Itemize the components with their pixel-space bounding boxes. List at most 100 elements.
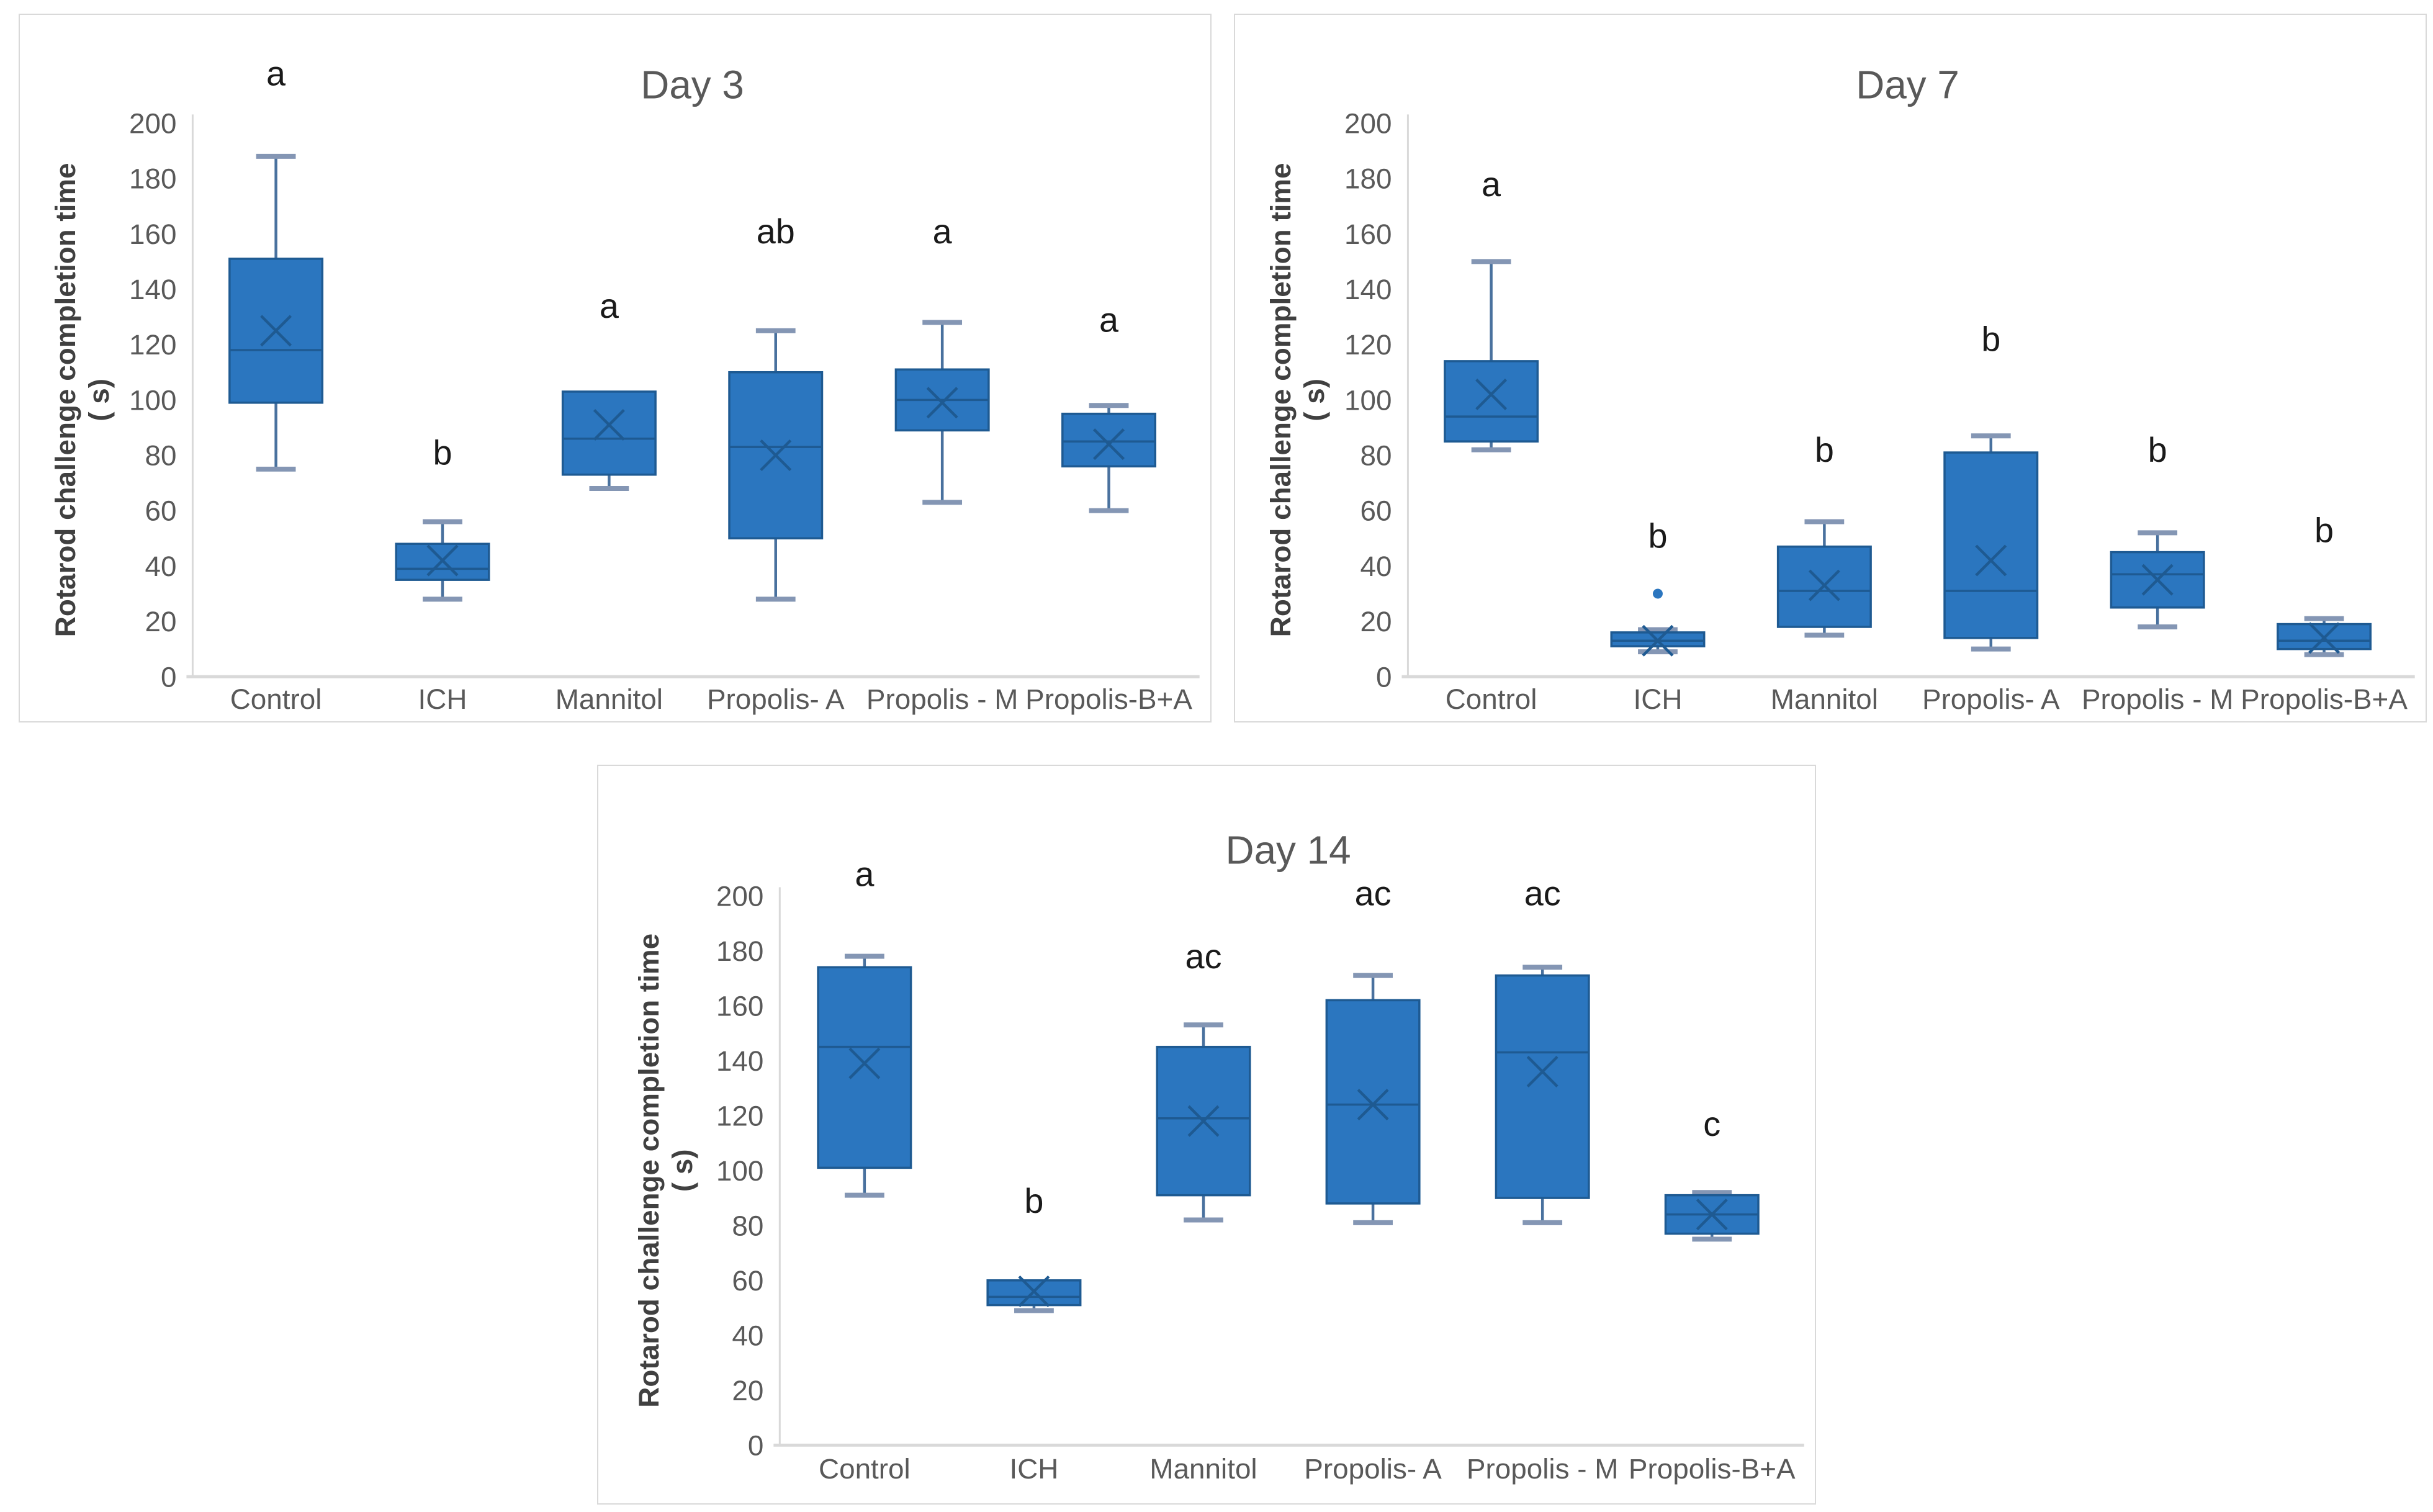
y-tick-label-80: 80 [145,440,176,472]
y-axis-title-line2: ( s) [667,1149,698,1192]
y-tick-label-60: 60 [145,495,176,527]
box-mannitol: b [1776,430,1872,638]
y-tick-label-120: 120 [1344,329,1392,361]
y-axis-title: Rotarod challenge completion time( s) [50,163,115,637]
mean-x-marker [1808,569,1840,601]
mean-x-marker [1187,1105,1220,1137]
box-control: a [228,54,324,472]
mean-x-marker [1975,544,2007,577]
significance-letter: a [855,854,875,893]
y-tick-label-140: 140 [1344,274,1392,305]
significance-letter: ab [757,212,795,251]
mean-x-marker [1475,378,1508,410]
chart-title: Day 7 [1856,63,1959,107]
y-tick-label-120: 120 [716,1100,763,1132]
mean-x-marker [426,544,459,577]
category-label-control: Control [1446,683,1537,715]
significance-letter: b [2314,510,2334,549]
y-tick-label-200: 200 [1344,107,1392,139]
category-label-ich: ICH [1009,1453,1058,1485]
y-tick-label-20: 20 [145,606,176,637]
box-propolis-m: b [2110,430,2205,629]
category-label-mannitol: Mannitol [555,683,663,715]
y-tick-label-40: 40 [145,551,176,582]
y-tick-label-180: 180 [129,163,176,195]
axes [1401,114,2415,678]
category-label-control: Control [230,683,322,715]
y-tick-label-40: 40 [732,1320,763,1351]
box-mannitol: ac [1156,937,1251,1223]
mean-x-marker [1696,1199,1728,1231]
y-tick-label-100: 100 [716,1155,763,1187]
significance-letter: a [933,212,953,251]
axes [186,114,1200,678]
y-axis-title-line2: ( s) [83,379,115,421]
significance-letter: a [266,54,286,93]
significance-letter: c [1703,1104,1720,1143]
mean-x-marker [593,408,625,441]
y-tick-label-160: 160 [129,218,176,250]
category-label-propolis-m: Propolis - M [1467,1453,1618,1485]
box-propolis-a: ab [728,212,824,602]
day14-chart-panel: Day 14 0 20 40 60 80 100 120 140 160 180 200 Rotarod… [597,765,1816,1505]
mean-x-marker [848,1047,881,1079]
y-tick-label-100: 100 [129,384,176,416]
box-mannitol: a [561,286,657,492]
y-tick-label-140: 140 [129,274,176,305]
category-label-propolis-a: Propolis- A [707,683,845,715]
mean-x-marker [2141,564,2174,596]
box-control: a [817,854,912,1198]
y-tick-label-200: 200 [716,880,763,912]
y-tick-labels: 0 20 40 60 80 100 120 140 160 180 200 [129,107,176,693]
iqr-box [1495,974,1590,1199]
y-tick-label-200: 200 [129,107,176,139]
box-ich: b [986,1181,1082,1313]
significance-letter: b [1981,320,2000,359]
box-propolis-b-a: c [1664,1104,1760,1242]
box-propolis-b-a: a [1061,300,1157,513]
y-tick-label-60: 60 [1360,495,1392,527]
day-14-chart: Day 14 0 20 40 60 80 100 120 140 160 180 200 Rotarod… [633,827,1804,1485]
iqr-box [1444,360,1539,443]
iqr-box [561,390,657,476]
category-label-propolis-b-a: Propolis-B+A [2241,683,2408,715]
category-label-propolis-b-a: Propolis-B+A [1025,683,1192,715]
significance-letter: b [1648,516,1667,555]
chart-title: Day 14 [1226,827,1351,872]
significance-letter: b [2148,430,2167,469]
y-axis-title-line1: Rotarod challenge completion time [1265,163,1297,637]
mean-x-marker [1642,624,1674,657]
box-ich: b [395,433,490,602]
y-axis-title-line2: ( s) [1298,379,1330,421]
day7-chart-panel: Day 7 0 20 40 60 80 100 120 140 160 180 200 Rotarod … [1234,14,2427,722]
category-label-propolis-a: Propolis- A [1304,1453,1442,1485]
mean-x-marker [1357,1089,1389,1121]
y-axis-title-line1: Rotarod challenge completion time [50,163,81,637]
box-propolis-m: a [894,212,990,505]
iqr-box [1325,999,1421,1205]
y-axis-title: Rotarod challenge completion time( s) [633,934,698,1408]
y-tick-label-80: 80 [1360,440,1392,472]
category-label-control: Control [819,1453,911,1485]
chart-title: Day 3 [641,63,744,107]
y-tick-label-40: 40 [1360,551,1392,582]
box-control: a [1444,164,1539,452]
significance-letter: b [1815,430,1834,469]
y-tick-labels: 0 20 40 60 80 100 120 140 160 180 200 [716,880,763,1461]
significance-letter: ac [1185,937,1222,976]
mean-x-marker [760,439,792,472]
category-label-ich: ICH [418,683,467,715]
y-tick-label-140: 140 [716,1045,763,1077]
significance-letter: ac [1524,873,1561,912]
significance-letter: b [1024,1181,1043,1220]
significance-letter: a [1099,300,1119,340]
box-propolis-a: ac [1325,873,1421,1225]
y-tick-labels: 0 20 40 60 80 100 120 140 160 180 200 [1344,107,1392,693]
y-tick-label-120: 120 [129,329,176,361]
y-tick-label-80: 80 [732,1210,763,1241]
day-3-chart: Day 3 0 20 40 60 80 100 120 140 160 180 200 Rotarod … [50,54,1200,715]
y-tick-label-0: 0 [748,1429,764,1461]
box-ich: b [1610,516,1706,657]
y-tick-label-180: 180 [716,935,763,967]
